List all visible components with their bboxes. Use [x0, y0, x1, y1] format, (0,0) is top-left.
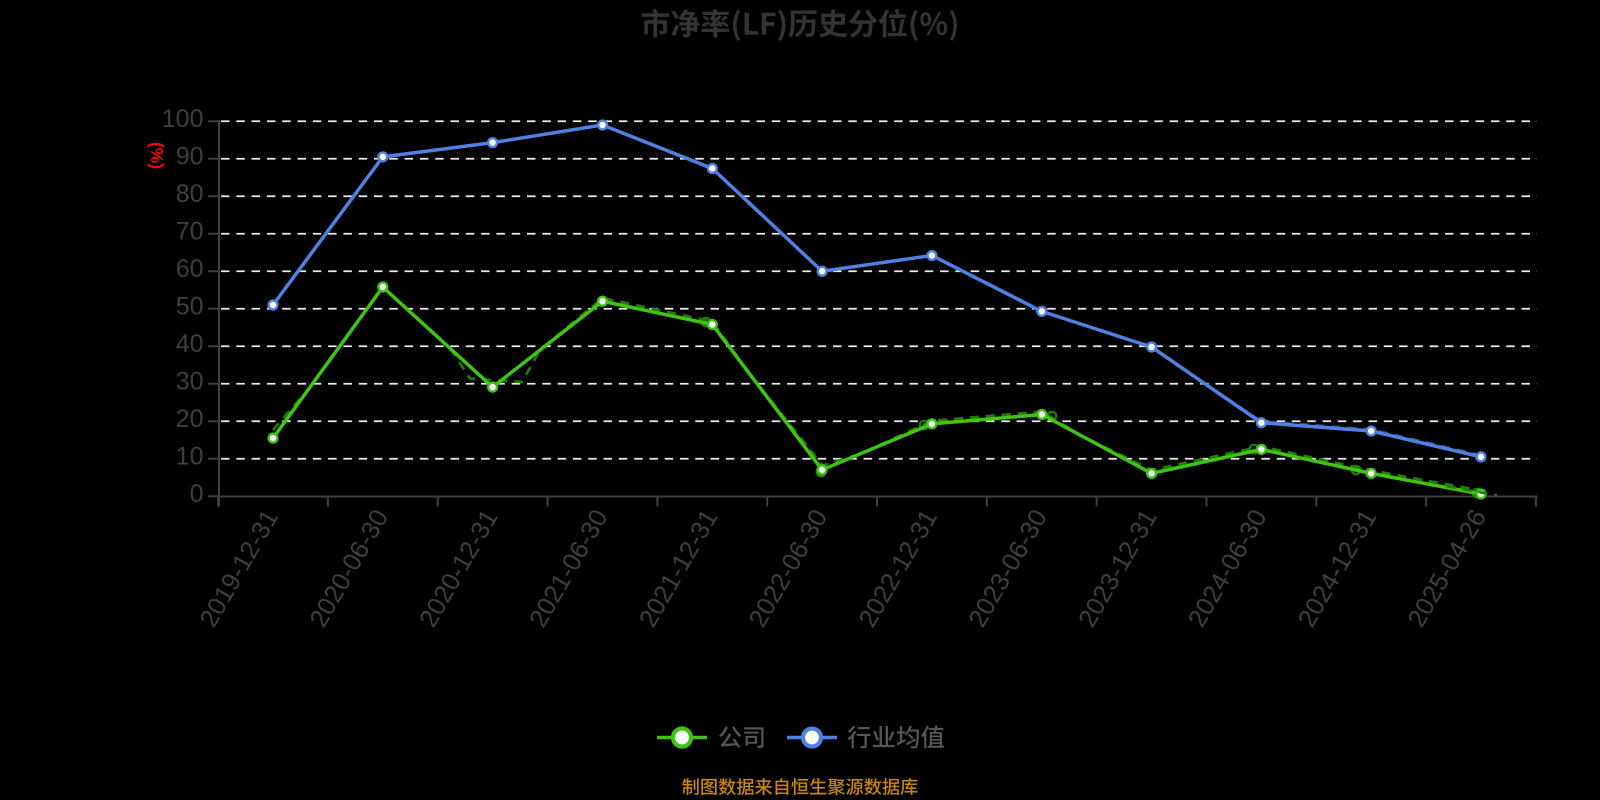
svg-text:100: 100	[162, 105, 204, 133]
svg-text:70: 70	[176, 217, 204, 245]
svg-text:10: 10	[176, 442, 204, 470]
svg-text:20: 20	[176, 405, 204, 433]
svg-text:0: 0	[190, 480, 204, 508]
svg-text:50: 50	[176, 292, 204, 320]
svg-text:30: 30	[176, 367, 204, 395]
svg-text:80: 80	[176, 180, 204, 208]
svg-text:40: 40	[176, 330, 204, 358]
svg-text:60: 60	[176, 255, 204, 283]
svg-text:90: 90	[176, 142, 204, 170]
svg-text:(%): (%)	[147, 142, 167, 169]
